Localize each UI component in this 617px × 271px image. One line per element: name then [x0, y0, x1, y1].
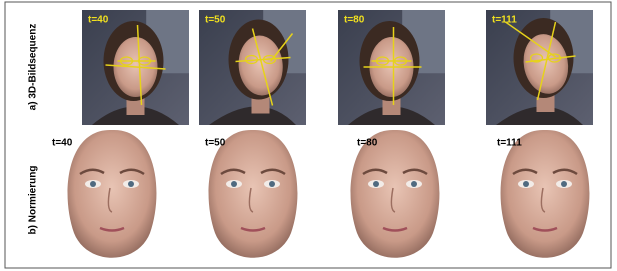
- figure: a) 3D-Bildsequenz b) Normierung t=40 t=50…: [0, 0, 617, 271]
- frame-label: t=80: [357, 138, 378, 149]
- normalized-face: [68, 130, 157, 258]
- normalized-face: [209, 130, 298, 258]
- page: a) 3D-Bildsequenz b) Normierung t=40 t=50…: [0, 0, 617, 271]
- iris: [269, 181, 275, 187]
- iris: [231, 181, 237, 187]
- frame-label: t=80: [344, 15, 365, 26]
- frame-label: t=50: [205, 138, 226, 149]
- iris: [523, 181, 529, 187]
- iris: [561, 181, 567, 187]
- frame-label: t=111: [492, 15, 517, 26]
- iris: [128, 181, 134, 187]
- row-label: a) 3D-Bildsequenz: [28, 24, 39, 111]
- normalized-face: [351, 130, 440, 258]
- frame-label: t=40: [52, 138, 73, 149]
- frame-label: t=111: [497, 138, 522, 149]
- iris: [373, 181, 379, 187]
- frame-label: t=40: [88, 15, 109, 26]
- row-label: b) Normierung: [28, 166, 39, 235]
- normalized-face: [501, 130, 590, 258]
- iris: [90, 181, 96, 187]
- iris: [411, 181, 417, 187]
- frame-label: t=50: [205, 15, 226, 26]
